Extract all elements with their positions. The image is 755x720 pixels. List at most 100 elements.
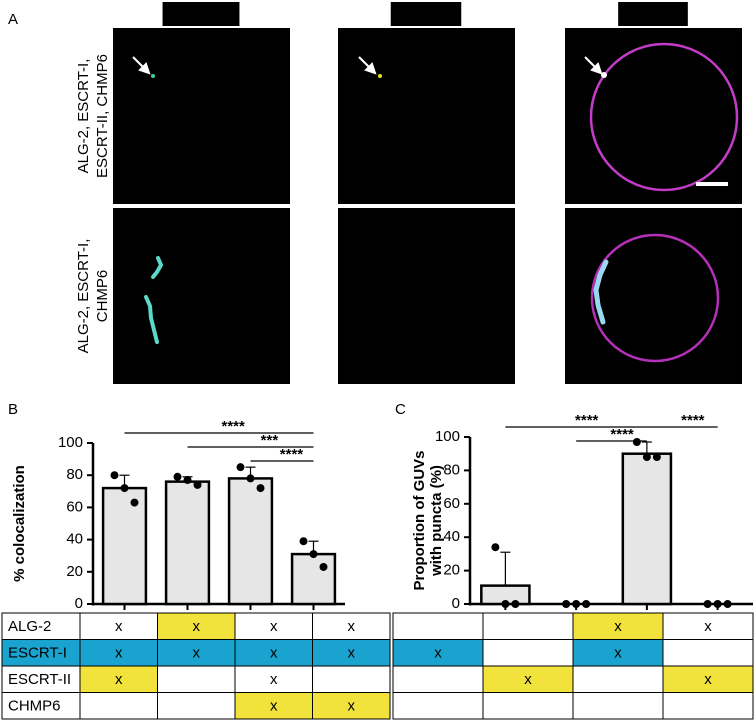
table-cell [234, 639, 313, 667]
table-cell [312, 612, 391, 640]
y-tick-label: 40 [443, 528, 460, 545]
y-axis-label: Proportion of GUVs [411, 451, 428, 591]
row-label: ALG-2, ESCRT-I, [75, 239, 92, 354]
y-tick-label: 0 [452, 595, 460, 612]
table-cell [572, 612, 664, 640]
data-point [511, 600, 520, 608]
micrograph [113, 28, 290, 204]
cell-mark: x [434, 645, 442, 662]
table-cell [312, 665, 391, 693]
significance-label: **** [280, 446, 304, 463]
panel-label: B [8, 401, 18, 418]
y-tick-label: 0 [75, 595, 83, 612]
column-label: Overlay [627, 5, 679, 22]
row-header: CHMP6 [8, 698, 61, 715]
significance-label: **** [610, 426, 634, 443]
micrographs [113, 28, 742, 384]
cell-mark: x [270, 671, 278, 688]
bar [621, 452, 673, 606]
cell-mark: x [115, 645, 123, 662]
data-point [703, 600, 712, 608]
cell-mark: x [348, 698, 356, 715]
table-cell [1, 612, 81, 640]
data-point [246, 474, 255, 483]
row-header: ESCRT-I [8, 645, 67, 662]
punctum [601, 72, 607, 78]
column-label: ESCRT-I [172, 5, 231, 22]
y-tick-label: 80 [443, 461, 460, 478]
y-tick-label: 80 [66, 466, 83, 483]
overlay-signal [593, 259, 609, 325]
cell-mark: x [614, 645, 622, 662]
y-tick-label: 100 [435, 428, 460, 445]
data-point [183, 476, 192, 485]
table-cell [1, 665, 81, 693]
data-point [120, 484, 129, 493]
data-point [491, 543, 500, 552]
row-label: ALG-2, ESCRT-I, [75, 59, 92, 174]
bar [227, 477, 274, 606]
column-label-bg [162, 2, 240, 26]
micrograph [338, 28, 515, 204]
y-tick-label: 20 [66, 563, 83, 580]
cell-mark: x [115, 671, 123, 688]
table-cell [662, 692, 754, 720]
cell-mark: x [348, 645, 356, 662]
panel-label: C [395, 401, 406, 418]
escrt-signal [151, 256, 164, 279]
table-cell [482, 639, 574, 667]
table-cell [157, 639, 236, 667]
guv [589, 42, 739, 192]
significance-label: **** [681, 412, 705, 429]
y-tick-label: 60 [443, 495, 460, 512]
micrograph [565, 28, 742, 204]
table-cell [662, 665, 754, 693]
data-point [642, 453, 651, 462]
panel-label: A [8, 11, 18, 28]
table-cell [482, 612, 574, 640]
data-point [652, 453, 661, 462]
table-cell [157, 665, 236, 693]
table-cell [79, 639, 158, 667]
guv [590, 233, 720, 363]
table-cell [392, 665, 484, 693]
y-tick-label: 20 [443, 562, 460, 579]
data-point [110, 471, 119, 480]
y-tick-label: 60 [66, 498, 83, 515]
arrow-head [138, 62, 151, 75]
table-cell [1, 692, 81, 720]
cell-mark: x [270, 618, 278, 635]
table-cell [392, 692, 484, 720]
cell-mark: x [115, 618, 123, 635]
table-cell [482, 692, 574, 720]
table-cell [662, 612, 754, 640]
cell-mark: x [524, 671, 532, 688]
bar [101, 486, 148, 606]
data-point [236, 463, 245, 472]
row-label: CHMP6 [94, 270, 111, 323]
table-cell [79, 665, 158, 693]
row-label: ESCRT-II, CHMP6 [94, 54, 111, 178]
significance-label: *** [261, 432, 279, 449]
arrows [132, 56, 603, 75]
data-point [501, 600, 510, 608]
cell-mark: x [704, 671, 712, 688]
table-cell [312, 692, 391, 720]
micrograph [113, 208, 290, 384]
data-point [319, 562, 328, 571]
bar [290, 552, 337, 606]
data-point [562, 600, 571, 608]
data-point [173, 472, 182, 481]
cell-mark: x [270, 645, 278, 662]
data-point [130, 498, 139, 507]
row-header: ESCRT-II [8, 671, 71, 688]
data-point [713, 600, 722, 608]
significance-label: **** [575, 412, 599, 429]
escrt-signal [144, 295, 159, 344]
table-cell [157, 692, 236, 720]
cell-mark: x [270, 698, 278, 715]
data-point [193, 480, 202, 489]
data-point [309, 550, 318, 559]
